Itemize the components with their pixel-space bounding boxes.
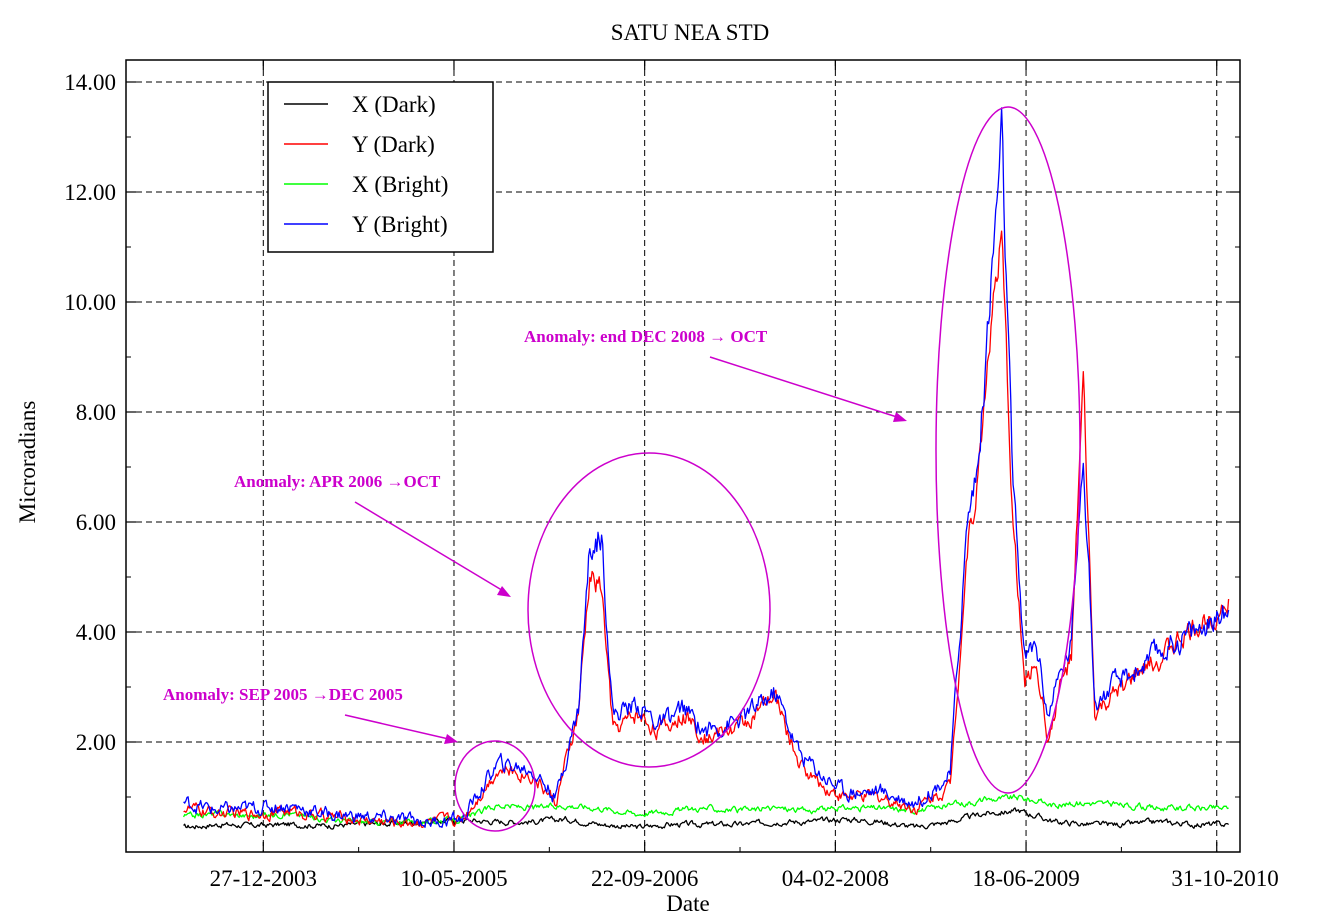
legend-label: X (Dark): [352, 92, 436, 117]
annotation-arrowhead-2: [497, 586, 511, 597]
series-line-y-dark: [183, 230, 1230, 829]
legend-label: X (Bright): [352, 172, 448, 197]
annotation-arrow-1: [344, 714, 454, 741]
annotation-arrowhead-3: [893, 412, 907, 422]
anomaly-ellipse-dec-2008: [935, 106, 1081, 794]
annotation-arrow-3: [709, 356, 901, 419]
chart-title: SATU NEA STD: [611, 20, 769, 45]
series-line-x-bright: [183, 793, 1229, 826]
y-tick-label: 10.00: [64, 290, 116, 315]
y-tick-label: 12.00: [64, 180, 116, 205]
x-tick-label: 10-05-2005: [400, 866, 507, 891]
annotation-arrowhead-1: [444, 734, 458, 744]
axis-ticks: [126, 60, 1240, 852]
y-tick-label: 14.00: [64, 70, 116, 95]
anomaly-ellipse-apr-2006: [527, 452, 771, 768]
annotation-arrow-2: [354, 501, 506, 593]
x-tick-labels: 27-12-2003 10-05-2005 22-09-2006 04-02-2008…: [210, 866, 1279, 891]
annotation-text-dec-2008: Anomaly: end DEC 2008 → OCT: [524, 327, 768, 346]
y-tick-label: 8.00: [76, 400, 116, 425]
y-axis-label: Microradians: [15, 401, 40, 524]
y-tick-label: 2.00: [76, 730, 116, 755]
annotations: Anomaly: SEP 2005 →DEC 2005 Anomaly: APR…: [163, 106, 1081, 832]
x-tick-label: 22-09-2006: [591, 866, 698, 891]
x-axis-label: Date: [666, 891, 709, 916]
legend-label: Y (Dark): [352, 132, 435, 157]
series-line-y-bright: [183, 107, 1230, 828]
plot-frame: [125, 59, 1241, 853]
x-tick-label: 04-02-2008: [782, 866, 889, 891]
anomaly-ellipse-sep-2005: [454, 740, 536, 832]
y-tick-label: 4.00: [76, 620, 116, 645]
legend: X (Dark) Y (Dark) X (Bright) Y (Bright): [267, 81, 494, 253]
legend-label: Y (Bright): [352, 212, 448, 237]
x-tick-label: 18-06-2009: [972, 866, 1079, 891]
annotation-text-sep-2005: Anomaly: SEP 2005 →DEC 2005: [163, 685, 403, 704]
x-tick-label: 27-12-2003: [210, 866, 317, 891]
y-tick-label: 6.00: [76, 510, 116, 535]
y-tick-labels: 2.00 4.00 6.00 8.00 10.00 12.00 14.00: [64, 70, 116, 755]
x-tick-label: 31-10-2010: [1171, 866, 1278, 891]
annotation-text-apr-2006: Anomaly: APR 2006 →OCT: [234, 472, 441, 491]
